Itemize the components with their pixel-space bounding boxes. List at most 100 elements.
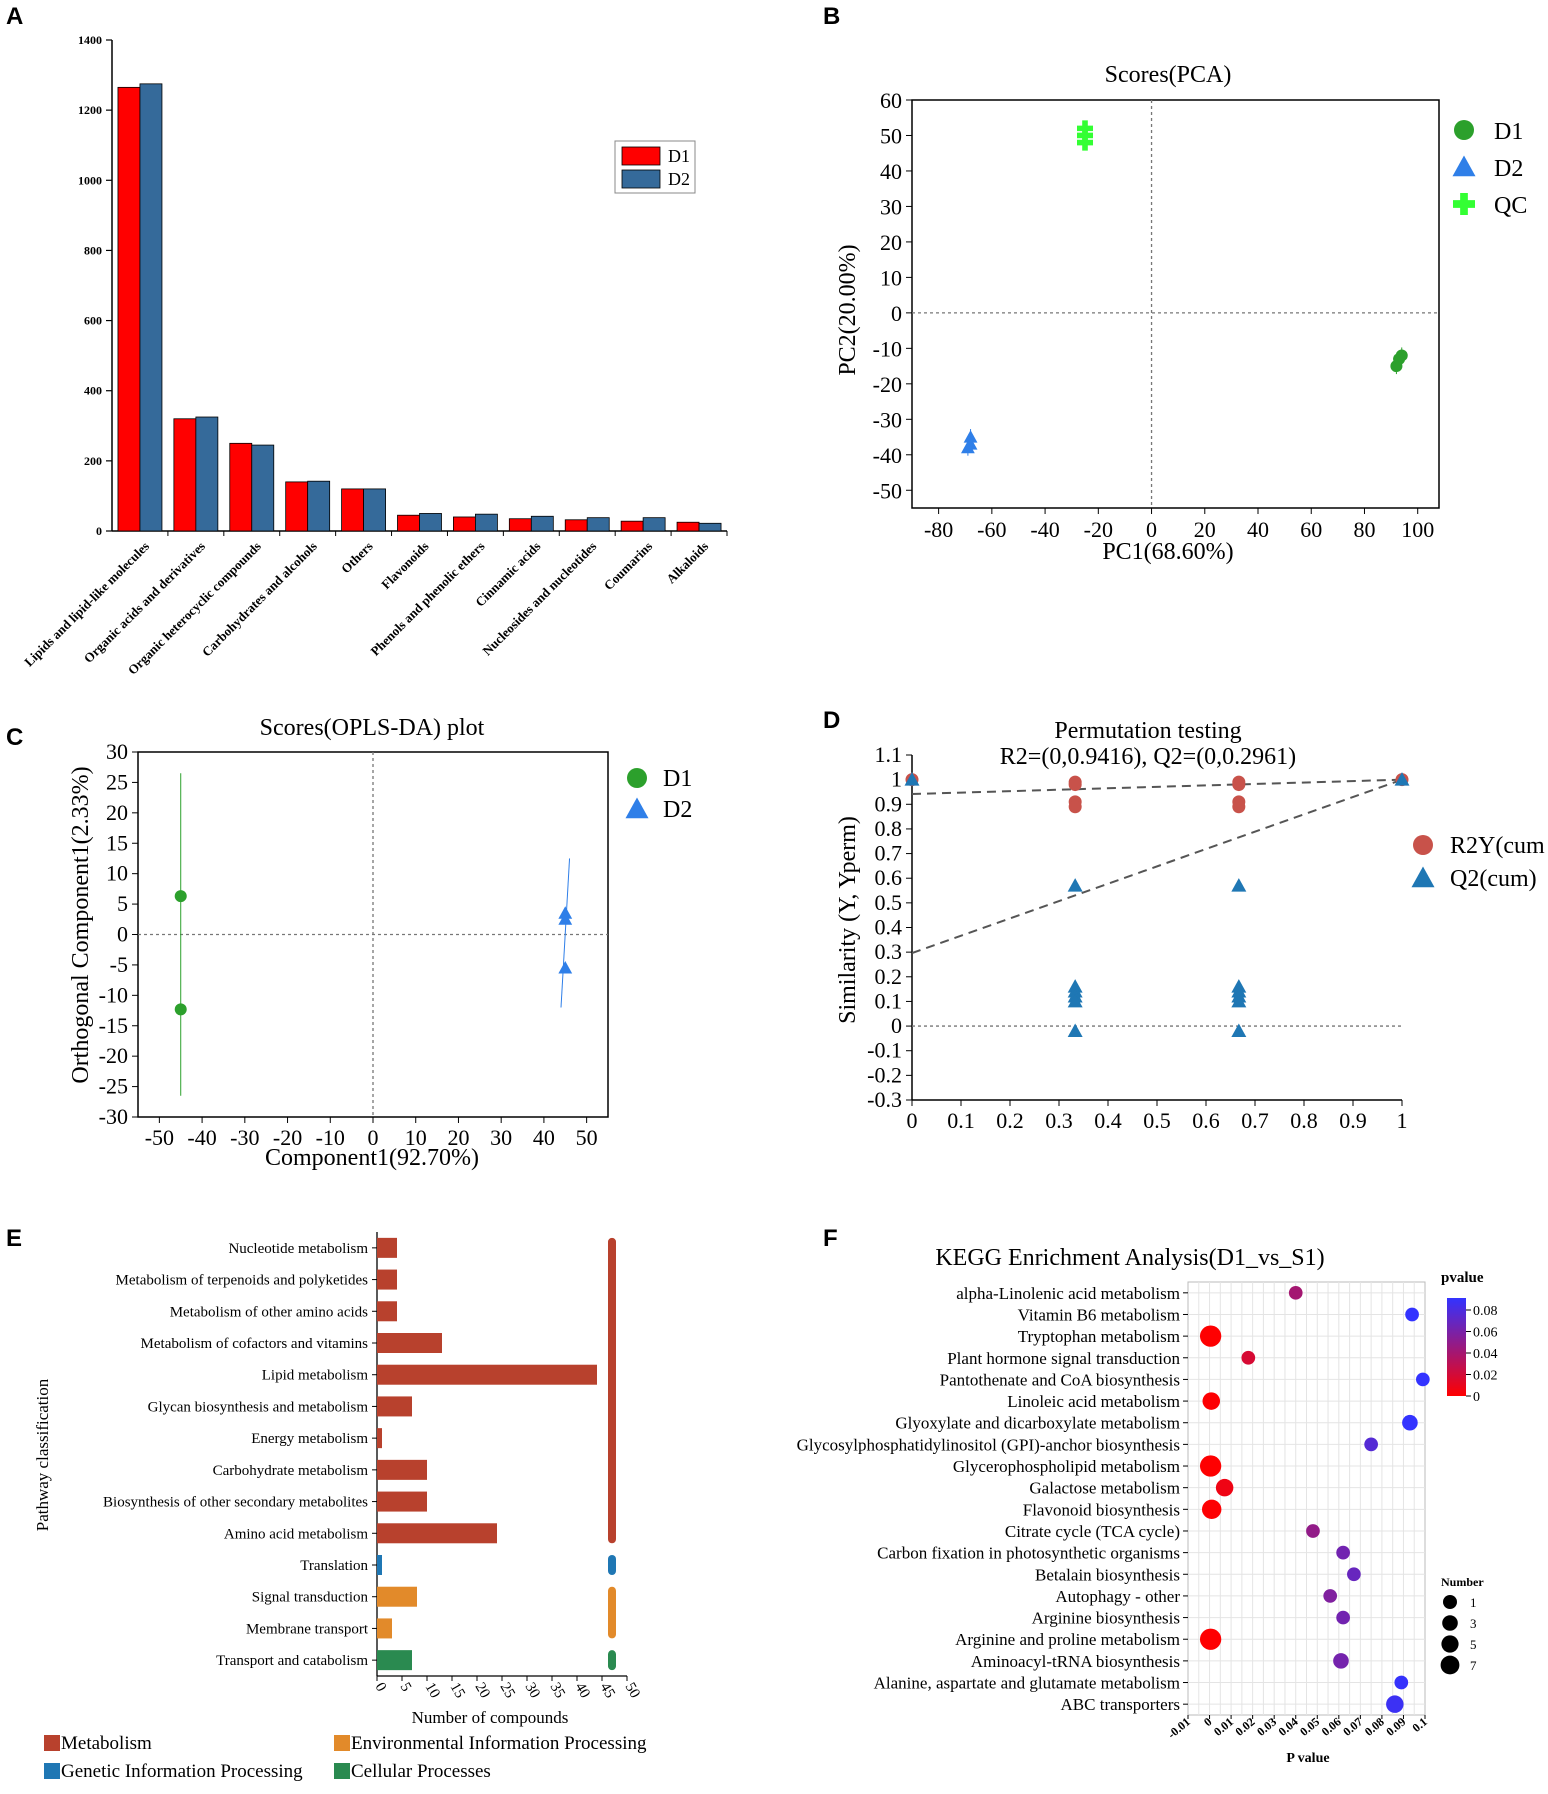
legend-label: R2Y(cum [1450,833,1545,859]
x-tick-label: 0.04 [1276,1715,1301,1739]
legend-label: Environmental Information Processing [351,1733,647,1754]
category-label: Carbohydrates and alcohols [199,539,320,660]
panel-b: B Scores(PCA) PC1(68.60%) PC2(20.00%) -8… [823,3,1527,565]
panel-c-title: Scores(OPLS-DA) plot [260,715,485,741]
y-tick-label: 5 [117,891,128,916]
bar-d1 [397,514,420,532]
pathway-label: Carbohydrate metabolism [213,1463,369,1479]
y-tick-label: 1.1 [875,742,903,767]
panel-b-axes: -80 -60 -40 -20 0 20 40 60 80 1006050403020100-10… [873,88,1440,542]
pathway-bar [377,1586,417,1607]
enrichment-point [1202,1499,1222,1520]
y-tick-label: -0.1 [867,1038,902,1063]
pathway-label: Biosynthesis of other secondary metaboli… [103,1495,368,1511]
x-tick-label: 40 [533,1125,555,1150]
legend-label: Metabolism [61,1733,152,1754]
panel-label-c: C [6,724,23,751]
x-tick-label: 0 [907,1108,918,1133]
bar-d1 [508,518,532,532]
pathway-label: Arginine and proline metabolism [955,1630,1180,1649]
pathway-bar [377,1269,397,1290]
enrichment-point [1364,1437,1378,1452]
plot-frame [911,99,1440,509]
category-label: Flavonoids [378,539,432,593]
y-tick-label: -30 [99,1104,128,1129]
legend-marker-d2 [625,797,649,819]
bar-d1 [229,442,253,532]
x-tick-label: 100 [1401,517,1434,542]
group-strip [608,1650,616,1671]
x-tick-label: 0.7 [1241,1108,1269,1133]
x-tick-label: 20 [1194,517,1216,542]
y-tick-label: 0 [96,524,102,538]
y-tick-label: 0 [891,1013,902,1038]
y-tick-label: -20 [873,372,902,397]
y-tick-label: 0.5 [875,890,903,915]
x-tick-label: 0.9 [1339,1108,1367,1133]
y-tick-label: 20 [106,800,128,825]
y-tick-label: -20 [99,1043,128,1068]
panel-d: D Permutation testing R2=(0,0.9416), Q2=… [823,707,1545,1133]
enrichment-point [1394,1675,1409,1690]
colorbar-gradient [1447,1298,1466,1396]
y-tick-label: 25 [106,769,128,794]
y-tick-label: 0.9 [875,791,903,816]
y-tick-label: -40 [873,443,902,468]
x-tick-label: 50 [622,1680,643,1701]
panel-d-title: Permutation testing [1054,718,1241,744]
x-tick-label: 40 [1247,517,1269,542]
legend-swatch [334,1735,350,1751]
panel-f-title: KEGG Enrichment Analysis(D1_vs_S1) [935,1245,1324,1271]
pathway-label: Metabolism of terpenoids and polyketides [116,1273,369,1289]
y-tick-label: 0.7 [875,841,903,866]
legend-swatch [44,1763,60,1779]
y-tick-label: 20 [880,230,902,255]
bar-d2 [586,517,610,532]
x-tick-label: 0 [1146,517,1157,542]
enrichment-point [1347,1567,1361,1582]
pathway-label: alpha-Linolenic acid metabolism [956,1284,1180,1303]
point-r2ycum [1068,800,1082,814]
y-tick-label: 10 [880,265,902,290]
x-tick-label: -40 [187,1125,216,1150]
x-tick-label: 30 [522,1680,543,1701]
x-tick-label: 80 [1353,517,1375,542]
pathway-label: Betalain biosynthesis [1035,1565,1180,1584]
legend-label-d1: D1 [1494,119,1523,145]
pathway-label: Galactose metabolism [1029,1479,1180,1498]
x-tick-label: 40 [572,1680,593,1701]
pathway-label: Metabolism of other amino acids [170,1304,368,1320]
confidence-line-d2 [560,858,571,1008]
bar-d1 [676,521,700,532]
panel-d-subtitle: R2=(0,0.9416), Q2=(0,0.2961) [1000,744,1296,770]
legend-marker-d2 [1452,155,1476,177]
y-tick-label: 0.3 [875,939,903,964]
size-legend-label: 1 [1470,1595,1477,1610]
enrichment-point [1402,1414,1418,1431]
x-tick-label: 5 [397,1680,415,1694]
panel-d-legend: R2Y(cum Q2(cum) [1411,833,1545,892]
x-tick-label: 0.3 [1045,1108,1073,1133]
y-tick-label: 1200 [78,103,102,117]
pathway-label: Glycosylphosphatidylinositol (GPI)-ancho… [797,1435,1180,1454]
panel-e-xlabel: Number of compounds [412,1708,569,1727]
panel-b-title: Scores(PCA) [1105,62,1232,88]
bar-d2 [530,515,554,532]
panel-f: F KEGG Enrichment Analysis(D1_vs_S1) P v… [797,1225,1498,1766]
x-tick-label: 20 [447,1125,469,1150]
pathway-label: Metabolism of cofactors and vitamins [141,1336,369,1352]
panel-a-legend: D1 D2 [614,140,696,194]
legend-marker [1411,866,1435,888]
point-d2 [558,961,573,974]
x-tick-label: 25 [497,1680,518,1701]
x-tick-label: -40 [1030,517,1059,542]
panel-e-ylabel: Pathway classification [33,1378,52,1531]
panel-a: A 0 200 400 600 800 1000 1200 1400 Lipids and l… [6,3,728,678]
x-tick-label: 0.1 [1409,1715,1429,1735]
legend-marker [1413,835,1433,855]
x-tick-label: 0.01 [1211,1715,1236,1739]
enrichment-point [1386,1695,1404,1713]
x-tick-label: -30 [230,1125,259,1150]
legend-label: Q2(cum) [1450,866,1537,892]
x-tick-label: -80 [924,517,953,542]
